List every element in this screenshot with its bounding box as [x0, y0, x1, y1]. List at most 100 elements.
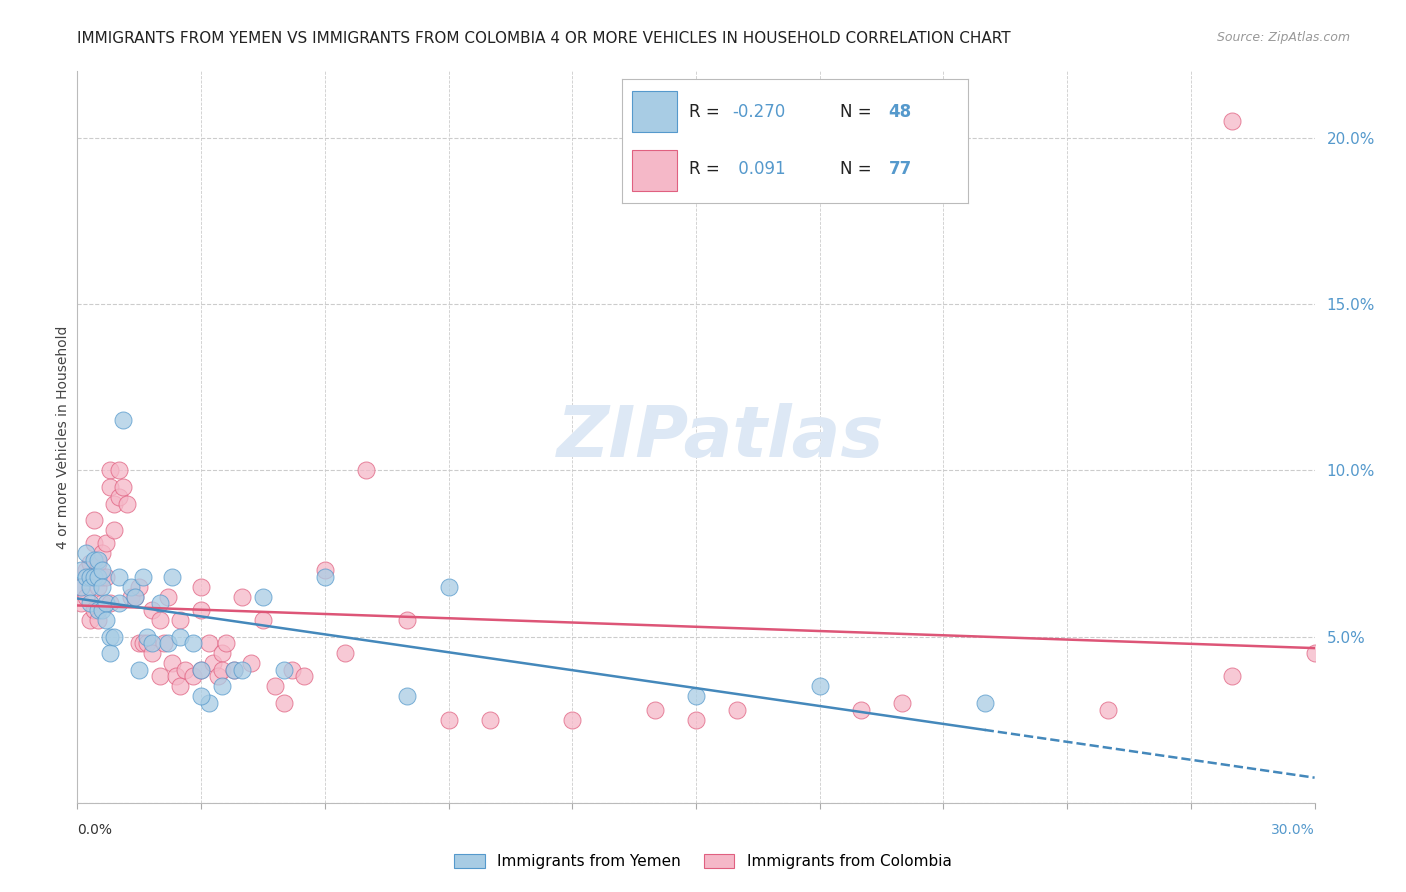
- Point: [136, 630, 159, 644]
- Point: [354, 463, 377, 477]
- Point: [239, 656, 262, 670]
- Text: 30.0%: 30.0%: [1271, 823, 1315, 837]
- Point: [396, 690, 419, 704]
- Point: [103, 630, 125, 644]
- Point: [83, 603, 105, 617]
- Point: [181, 636, 204, 650]
- Point: [91, 596, 114, 610]
- Point: [685, 713, 707, 727]
- Y-axis label: 4 or more Vehicles in Household: 4 or more Vehicles in Household: [56, 326, 70, 549]
- Point: [103, 497, 125, 511]
- Point: [107, 570, 129, 584]
- Point: [91, 580, 114, 594]
- Point: [157, 590, 180, 604]
- Point: [96, 536, 118, 550]
- Point: [70, 580, 93, 594]
- Point: [91, 546, 114, 560]
- Point: [98, 596, 121, 610]
- Point: [70, 563, 93, 577]
- Point: [198, 636, 221, 650]
- Point: [149, 596, 172, 610]
- Point: [222, 663, 245, 677]
- Point: [103, 523, 125, 537]
- Point: [252, 590, 274, 604]
- Point: [231, 590, 253, 604]
- Point: [198, 696, 221, 710]
- Point: [107, 490, 129, 504]
- Point: [75, 590, 97, 604]
- Point: [128, 580, 150, 594]
- Point: [561, 713, 583, 727]
- Point: [149, 669, 172, 683]
- Point: [437, 713, 460, 727]
- Point: [222, 663, 245, 677]
- Point: [87, 557, 110, 571]
- Point: [1220, 669, 1243, 683]
- Point: [725, 703, 748, 717]
- Point: [273, 696, 295, 710]
- Point: [211, 646, 233, 660]
- Point: [141, 646, 163, 660]
- Point: [96, 613, 118, 627]
- Point: [181, 669, 204, 683]
- Point: [190, 690, 212, 704]
- Point: [1303, 646, 1326, 660]
- Point: [107, 463, 129, 477]
- Legend: Immigrants from Yemen, Immigrants from Colombia: Immigrants from Yemen, Immigrants from C…: [449, 848, 957, 875]
- Point: [478, 713, 501, 727]
- Point: [98, 630, 121, 644]
- Point: [87, 570, 110, 584]
- Point: [79, 570, 101, 584]
- Point: [1220, 114, 1243, 128]
- Point: [160, 656, 183, 670]
- Point: [75, 563, 97, 577]
- Point: [132, 570, 155, 584]
- Point: [273, 663, 295, 677]
- Point: [120, 590, 142, 604]
- Point: [396, 613, 419, 627]
- Point: [87, 553, 110, 567]
- Point: [190, 580, 212, 594]
- Point: [132, 636, 155, 650]
- Point: [79, 613, 101, 627]
- Point: [115, 497, 138, 511]
- Point: [96, 570, 118, 584]
- Point: [169, 613, 191, 627]
- Point: [124, 590, 146, 604]
- Point: [111, 480, 134, 494]
- Point: [160, 570, 183, 584]
- Point: [87, 603, 110, 617]
- Point: [157, 636, 180, 650]
- Point: [252, 613, 274, 627]
- Point: [264, 680, 287, 694]
- Point: [83, 536, 105, 550]
- Point: [190, 663, 212, 677]
- Point: [87, 613, 110, 627]
- Point: [83, 553, 105, 567]
- Point: [685, 690, 707, 704]
- Point: [437, 580, 460, 594]
- Point: [79, 580, 101, 594]
- Point: [173, 663, 195, 677]
- Point: [141, 636, 163, 650]
- Point: [98, 463, 121, 477]
- Point: [91, 570, 114, 584]
- Point: [124, 590, 146, 604]
- Point: [165, 669, 187, 683]
- Point: [70, 580, 93, 594]
- Point: [808, 680, 831, 694]
- Point: [98, 646, 121, 660]
- Point: [211, 680, 233, 694]
- Point: [231, 663, 253, 677]
- Point: [169, 680, 191, 694]
- Point: [83, 570, 105, 584]
- Point: [128, 663, 150, 677]
- Point: [111, 413, 134, 427]
- Point: [1097, 703, 1119, 717]
- Text: 0.0%: 0.0%: [77, 823, 112, 837]
- Point: [75, 546, 97, 560]
- Point: [98, 480, 121, 494]
- Point: [128, 636, 150, 650]
- Point: [292, 669, 315, 683]
- Point: [202, 656, 225, 670]
